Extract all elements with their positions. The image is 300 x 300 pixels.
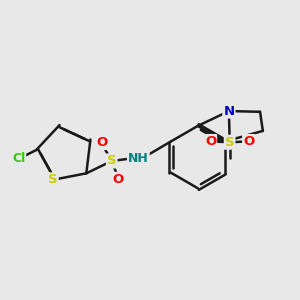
Text: S: S [225,136,234,149]
Text: N: N [223,105,235,118]
Text: O: O [243,135,254,148]
Text: S: S [107,154,117,167]
Text: Cl: Cl [12,152,25,165]
Text: NH: NH [128,152,149,165]
Text: O: O [96,136,107,149]
Text: S: S [48,173,58,186]
Text: O: O [205,135,216,148]
Text: O: O [112,173,124,186]
